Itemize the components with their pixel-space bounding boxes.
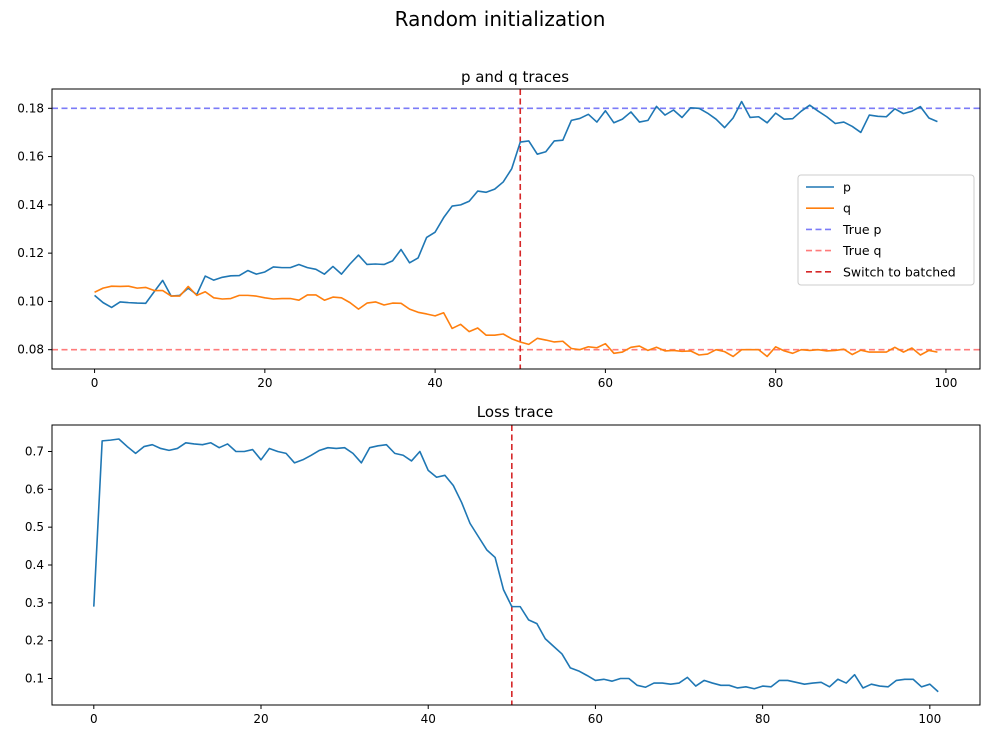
pq-trace-ticks: 0 20 40 60 80 100 0.08 0.10 0.12 0.14 0.16 0.18 bbox=[17, 101, 957, 390]
loss-trace-marks bbox=[93, 425, 939, 705]
loss-trace-title: Loss trace bbox=[477, 403, 553, 421]
loss-x-tick-label: 100 bbox=[918, 712, 941, 726]
legend-label: q bbox=[843, 201, 851, 216]
pq-series-line-q bbox=[94, 285, 938, 358]
loss-y-tick-label: 0.2 bbox=[25, 634, 44, 648]
pq-series-line-p bbox=[94, 100, 938, 309]
loss-x-tick-label: 40 bbox=[421, 712, 436, 726]
pq-y-tick-label: 0.12 bbox=[17, 246, 44, 260]
legend-box bbox=[797, 174, 975, 286]
legend-label: Switch to batched bbox=[843, 264, 956, 279]
loss-trace-panel: Loss trace 0 20 40 60 80 100 0.1 0.2 0.3 0.4 0.5 0.… bbox=[25, 403, 981, 726]
loss-y-tick-label: 0.3 bbox=[25, 596, 44, 610]
pq-trace-legend: pq True p True q Switch to batched bbox=[797, 174, 975, 286]
loss-trace-ticks: 0 20 40 60 80 100 0.1 0.2 0.3 0.4 0.5 0.6 0.7 bbox=[25, 444, 941, 726]
loss-trace-axes-frame bbox=[51, 424, 981, 706]
pq-trace-marks bbox=[52, 89, 980, 369]
loss-x-tick-label: 20 bbox=[253, 712, 268, 726]
pq-y-tick-label: 0.18 bbox=[17, 101, 44, 115]
pq-y-tick-label: 0.08 bbox=[17, 343, 44, 357]
legend-label: True q bbox=[842, 243, 881, 258]
figure-title: Random initialization bbox=[395, 7, 606, 31]
loss-y-tick-label: 0.6 bbox=[25, 482, 44, 496]
loss-y-tick-label: 0.7 bbox=[25, 444, 44, 458]
pq-x-tick-label: 0 bbox=[91, 376, 99, 390]
pq-x-tick-label: 20 bbox=[257, 376, 272, 390]
pq-x-tick-label: 80 bbox=[768, 376, 783, 390]
loss-y-tick-label: 0.4 bbox=[25, 558, 44, 572]
pq-x-tick-label: 100 bbox=[934, 376, 957, 390]
pq-trace-panel: p and q traces 0 20 40 60 80 1000.080.100.120… bbox=[17, 68, 981, 390]
pq-y-tick-label: 0.16 bbox=[17, 150, 44, 164]
loss-series-line-0 bbox=[93, 438, 939, 693]
loss-x-tick-label: 0 bbox=[90, 712, 98, 726]
loss-y-tick-label: 0.1 bbox=[25, 672, 44, 686]
pq-x-tick-label: 60 bbox=[598, 376, 613, 390]
loss-y-tick-label: 0.5 bbox=[25, 520, 44, 534]
legend-label: p bbox=[843, 180, 851, 195]
pq-y-tick-label: 0.10 bbox=[17, 294, 44, 308]
pq-trace-title: p and q traces bbox=[461, 68, 569, 86]
loss-x-tick-label: 80 bbox=[755, 712, 770, 726]
loss-x-tick-label: 60 bbox=[588, 712, 603, 726]
pq-y-tick-label: 0.14 bbox=[17, 198, 44, 212]
pq-trace-axes-frame bbox=[51, 88, 981, 370]
pq-x-tick-label: 40 bbox=[427, 376, 442, 390]
legend-label: True p bbox=[842, 222, 882, 237]
